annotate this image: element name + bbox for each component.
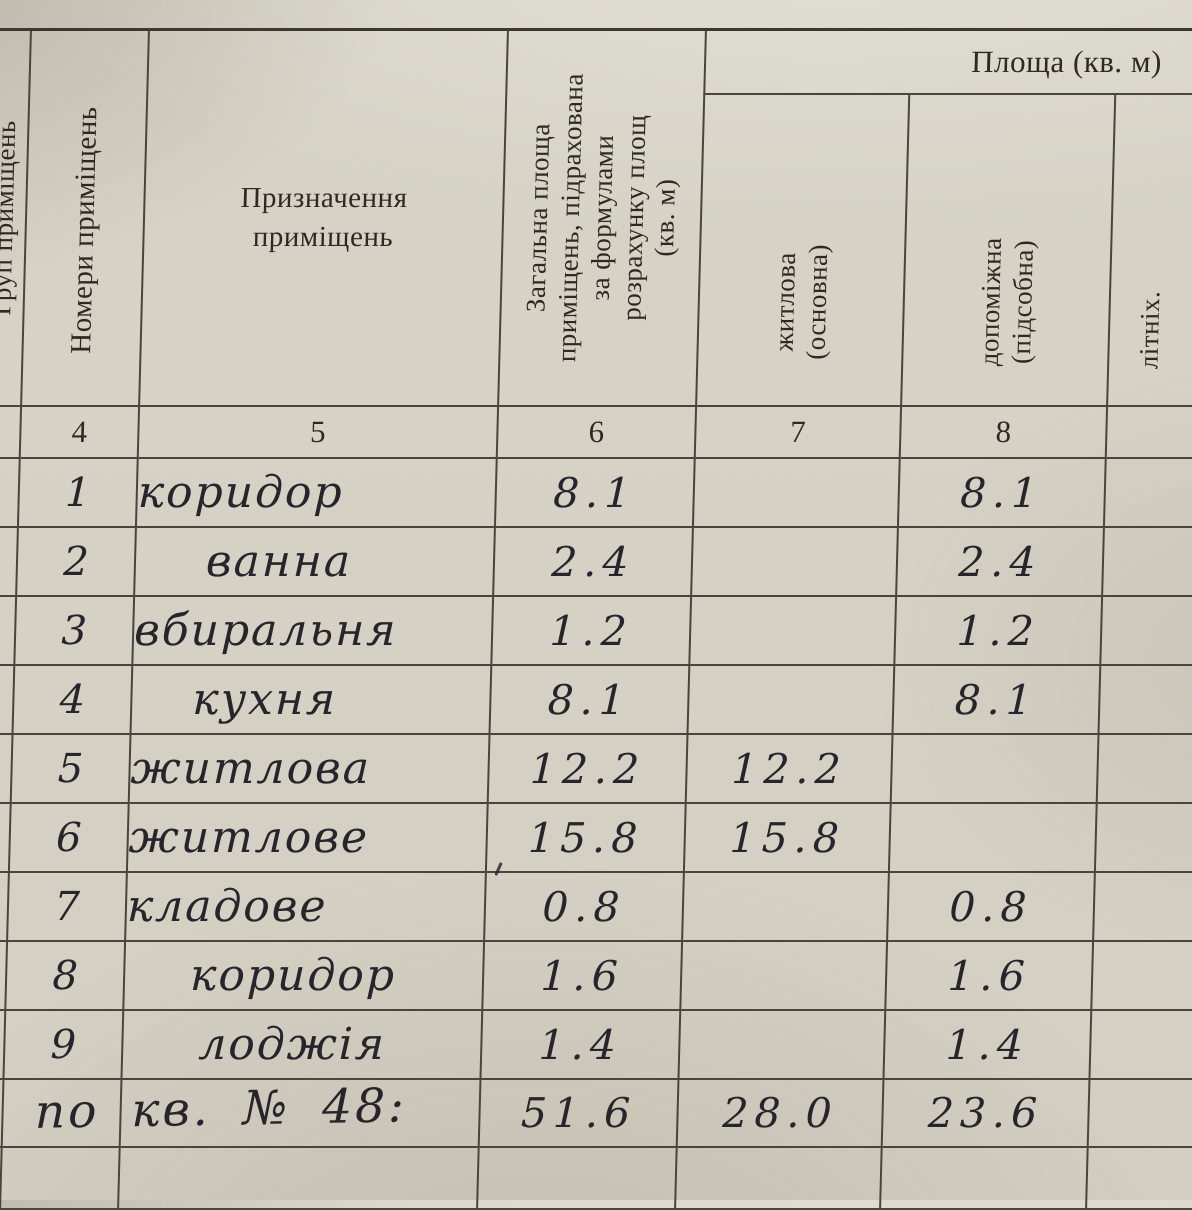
room-total-area: 8.1 [489,665,690,734]
colnum-4: 4 [19,406,140,458]
header-cell-total-area: Загальна площа приміщень, підрахована за… [498,29,706,406]
room-aux-area: 1.6 [885,941,1094,1010]
room-name: лоджія [121,1010,483,1079]
room-name: коридор [135,458,497,527]
room-name: кладове [125,872,486,941]
header-purpose-label: Призначення приміщень [240,181,408,253]
table-row: 2 ванна 2.4 2.4 [0,527,1192,596]
header-total-area-label: Загальна площа приміщень, підрахована за… [519,73,681,363]
room-total-area: 8.1 [494,458,695,527]
total-row: о по кв. № 48: 51.6 28.0 23.6 [0,1078,1192,1147]
header-cell-living: житлова (основна) [696,94,910,406]
table-row: 4 кухня 8.1 8.1 [0,665,1192,734]
colnum-empty [0,406,22,458]
room-name: ванна [134,527,495,596]
colnum-5: 5 [137,406,499,458]
total-label: о по кв. № 48: [0,1078,408,1141]
room-aux-area: 8.1 [892,665,1101,734]
total-label-cell: о по кв. № 48: [0,1078,481,1147]
header-cell-summer: літніх. [1107,94,1192,406]
floor-area-table: Груп приміщень Номери приміщень Призначе… [0,28,1192,1210]
room-name: кухня [130,665,492,734]
room-total-area: 0.8 [484,872,684,941]
room-living-area [682,872,889,941]
room-aux-area: 1.2 [894,596,1103,665]
room-total-area: 2.4 [493,527,693,596]
scanned-table-sheet: Груп приміщень Номери приміщень Призначе… [0,28,1192,1210]
room-living-area: 15.8 [683,803,891,872]
room-aux-area: 2.4 [896,527,1104,596]
header-room-numbers-label: Номери приміщень [65,106,104,354]
table-row: 9 лоджія 1.4 1.4 [0,1010,1192,1079]
header-summer-label: літніх. [1133,290,1166,370]
room-aux-area: 1.4 [883,1010,1092,1079]
room-living-area [678,1010,886,1079]
room-total-area: 15.8 [485,803,686,872]
header-row-top: Груп приміщень Номери приміщень Призначе… [0,29,1192,406]
colnum-empty-right [1105,406,1192,458]
total-area-value: 51.6 [478,1079,679,1147]
header-auxiliary-label: допоміжна (підсобна) [973,237,1039,367]
room-number: 8 [5,941,126,1010]
room-aux-area [888,803,1097,872]
room-living-area [689,596,897,665]
header-group-label: Груп приміщень [0,120,22,316]
room-number: 6 [8,803,129,872]
header-cell-purpose: Призначення приміщень [139,29,508,406]
room-total-area: 1.6 [482,941,683,1010]
table-row: 3 вбиральня 1.2 1.2 [0,596,1192,665]
room-aux-area [890,734,1099,803]
room-total-area: 1.4 [480,1010,681,1079]
room-total-area: 12.2 [487,734,688,803]
room-number: 3 [14,596,135,665]
room-number: 5 [10,734,131,803]
room-name: коридор [123,941,485,1010]
column-number-row: 4 5 6 7 8 [0,406,1192,458]
room-living-area [687,665,895,734]
table-row: 5 житлова 12.2 12.2 [0,734,1192,803]
table-row: 1 коридор 8.1 8.1 [0,458,1192,527]
room-number: 7 [7,872,127,941]
room-number: 9 [3,1010,124,1079]
header-cell-room-numbers: Номери приміщень [21,29,149,406]
room-name: житлова [128,734,490,803]
table-row: 8 коридор 1.6 1.6 [0,941,1192,1010]
table-row: 6 житлове 15.8 15.8 [0,803,1192,872]
room-aux-area: 8.1 [897,458,1106,527]
colnum-6: 6 [496,406,697,458]
room-living-area [692,458,900,527]
total-living-value: 28.0 [676,1079,884,1147]
room-name: вбиральня [132,596,494,665]
table-row: 7 кладове 0.8 0.8 [0,872,1192,941]
header-area-group-label: Площа (кв. м) [970,44,1163,79]
total-aux-value: 23.6 [881,1079,1090,1147]
room-name: житлове [126,803,488,872]
colnum-7: 7 [694,406,902,458]
room-number: 4 [12,665,133,734]
colnum-8: 8 [899,406,1108,458]
header-living-label: житлова (основна) [768,244,833,360]
room-number: 1 [17,458,138,527]
room-total-area: 1.2 [491,596,692,665]
room-living-area [680,941,888,1010]
room-aux-area: 0.8 [887,872,1095,941]
room-number: 2 [16,527,136,596]
header-cell-area-group: Площа (кв. м) [704,29,1192,94]
room-living-area [691,527,898,596]
header-cell-auxiliary: допоміжна (підсобна) [901,94,1116,406]
room-living-area: 12.2 [685,734,893,803]
